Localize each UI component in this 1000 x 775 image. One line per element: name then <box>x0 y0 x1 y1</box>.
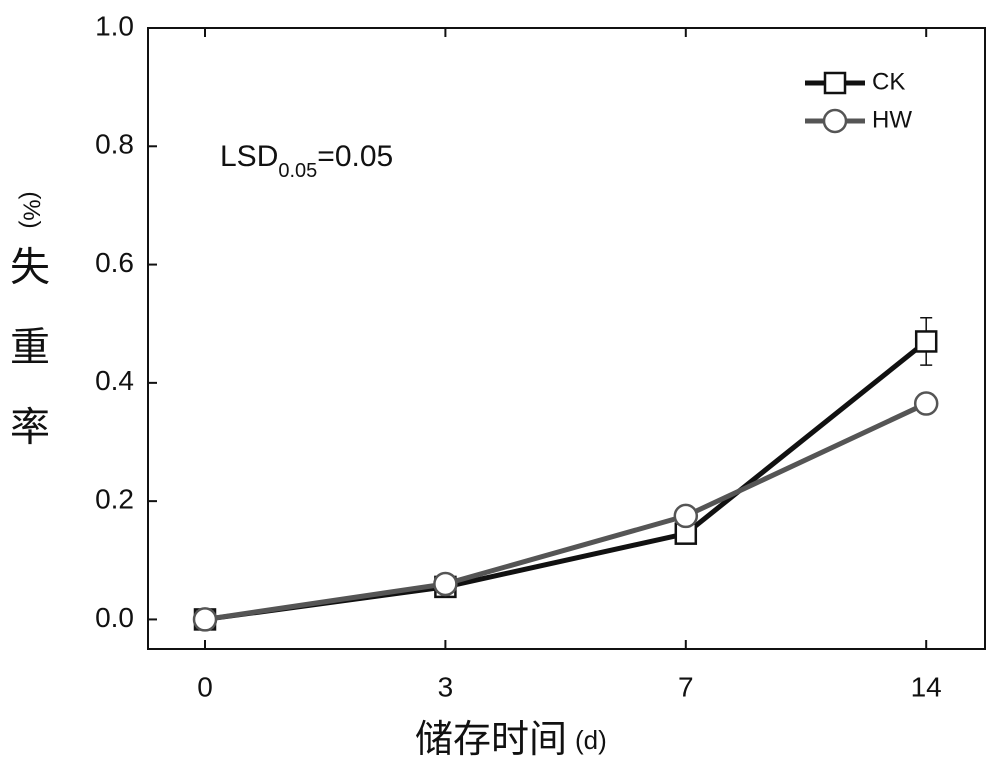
annotation-sub: 0.05 <box>278 160 317 182</box>
x-tick-label: 0 <box>197 671 213 702</box>
y-axis-unit: (%) <box>18 191 45 228</box>
annotation-rest: =0.05 <box>317 140 393 173</box>
y-tick-label: 0.8 <box>95 129 134 160</box>
y-tick-label: 0.2 <box>95 484 134 515</box>
y-tick-label: 1.0 <box>95 10 134 41</box>
x-axis-label: 储存时间 <box>415 719 567 761</box>
legend-label: CK <box>872 68 905 95</box>
legend-marker <box>822 108 848 134</box>
y-tick-label: 0.0 <box>95 602 134 633</box>
y-axis-label: 率 <box>10 406 50 450</box>
series-line <box>204 401 928 622</box>
data-point <box>673 503 699 529</box>
x-tick-label: 7 <box>678 671 694 702</box>
y-tick-label: 0.4 <box>95 365 134 396</box>
x-tick-label: 14 <box>911 671 942 702</box>
data-point <box>914 330 938 353</box>
y-axis-label: 重 <box>10 326 50 370</box>
annotation: LSD0.05=0.05 <box>220 140 393 182</box>
y-tick-label: 0.6 <box>95 247 134 278</box>
data-point <box>913 391 939 416</box>
legend-label: HW <box>872 106 912 133</box>
annotation-main: LSD <box>220 140 278 173</box>
y-axis-label: 失 <box>10 246 50 290</box>
x-axis-unit: (d) <box>575 725 607 755</box>
x-tick-label: 3 <box>438 671 454 702</box>
data-point <box>192 607 218 632</box>
legend-marker <box>823 71 847 95</box>
plot-frame <box>147 27 986 650</box>
series-line <box>204 339 928 622</box>
data-point <box>433 571 458 597</box>
